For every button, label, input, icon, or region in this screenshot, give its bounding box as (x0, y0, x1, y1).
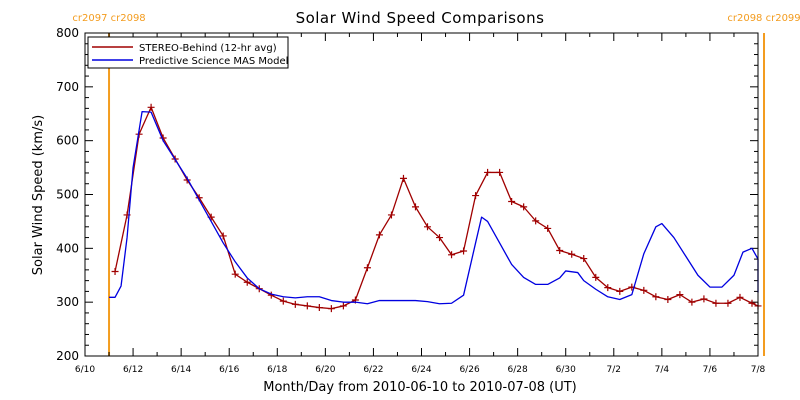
y-tick-label: 600 (56, 134, 79, 148)
carrington-markers: cr2097 cr2098 cr2098 cr2099 (72, 13, 800, 356)
y-axis-ticks: 200 300 400 500 600 700 800 (56, 26, 758, 363)
data-point-marker (219, 232, 227, 240)
data-point-marker (580, 255, 588, 263)
y-tick-label: 800 (56, 26, 79, 40)
data-point-marker (640, 286, 648, 294)
data-point-marker (147, 103, 155, 111)
data-point-marker (327, 305, 335, 313)
data-point-marker (484, 168, 492, 176)
data-point-marker (652, 293, 660, 301)
data-point-marker (363, 264, 371, 272)
data-point-marker (676, 291, 684, 299)
x-tick-label: 6/24 (411, 365, 431, 375)
y-tick-label: 300 (56, 295, 79, 309)
x-tick-label: 7/8 (751, 365, 766, 375)
data-point-marker (291, 300, 299, 308)
data-point-marker (616, 287, 624, 295)
x-tick-label: 6/10 (75, 365, 95, 375)
series-stereo-behind (111, 103, 762, 313)
data-point-marker (508, 197, 516, 205)
x-tick-label: 6/28 (508, 365, 528, 375)
y-tick-label: 500 (56, 188, 79, 202)
data-point-marker (231, 270, 239, 278)
data-point-marker (339, 302, 347, 310)
data-point-marker (592, 273, 600, 281)
data-point-marker (712, 299, 720, 307)
x-tick-label: 6/20 (315, 365, 335, 375)
data-point-marker (243, 278, 251, 286)
legend-box (87, 36, 289, 69)
series-line (109, 110, 759, 305)
series-layer (109, 103, 762, 313)
legend-label-mas: Predictive Science MAS Model (139, 56, 288, 67)
series-mas-model (109, 110, 759, 305)
x-tick-label: 6/14 (171, 365, 191, 375)
y-tick-label: 700 (56, 80, 79, 94)
data-point-marker (279, 297, 287, 305)
chart-title: Solar Wind Speed Comparisons (296, 9, 545, 27)
data-point-marker (520, 203, 528, 211)
x-tick-label: 6/16 (219, 365, 239, 375)
x-tick-label: 6/26 (459, 365, 479, 375)
data-point-marker (532, 217, 540, 225)
data-point-marker (424, 223, 432, 231)
x-tick-label: 7/6 (703, 365, 718, 375)
legend-label-stereo: STEREO-Behind (12-hr avg) (139, 43, 277, 54)
x-tick-label: 6/12 (123, 365, 143, 375)
data-point-marker (375, 231, 383, 239)
x-tick-label: 7/4 (655, 365, 670, 375)
y-tick-label: 400 (56, 241, 79, 255)
data-point-marker (111, 267, 119, 275)
data-point-marker (496, 168, 504, 176)
x-axis-ticks: 6/10 6/12 6/14 6/16 6/18 6/20 6/22 6/24 6/26 6/28… (75, 33, 766, 375)
data-point-marker (688, 298, 696, 306)
data-point-marker (387, 211, 395, 219)
x-tick-label: 7/2 (607, 365, 621, 375)
legend: STEREO-Behind (12-hr avg) Predictive Sci… (87, 36, 289, 69)
data-point-marker (724, 299, 732, 307)
series-line (114, 106, 759, 310)
data-point-marker (315, 304, 323, 312)
data-point-marker (303, 302, 311, 310)
data-point-marker (448, 251, 456, 259)
data-point-marker (436, 234, 444, 242)
carrington-marker-label: cr2098 cr2099 (727, 13, 800, 24)
data-point-marker (472, 192, 480, 200)
data-point-marker (399, 174, 407, 182)
data-point-marker (411, 203, 419, 211)
x-axis-label: Month/Day from 2010-06-10 to 2010-07-08 … (263, 380, 576, 395)
carrington-marker-label: cr2097 cr2098 (72, 13, 145, 24)
data-point-marker (700, 295, 708, 303)
x-tick-label: 6/22 (363, 365, 383, 375)
y-axis-label: Solar Wind Speed (km/s) (31, 115, 46, 275)
data-point-marker (544, 224, 552, 232)
data-point-marker (736, 293, 744, 301)
data-point-marker (568, 250, 576, 258)
data-point-marker (604, 284, 612, 292)
x-tick-label: 6/18 (267, 365, 287, 375)
data-point-marker (556, 246, 564, 254)
y-tick-label: 200 (56, 349, 79, 363)
data-point-marker (664, 295, 672, 303)
x-tick-label: 6/30 (556, 365, 576, 375)
data-point-marker (460, 247, 468, 255)
data-point-marker (748, 299, 756, 307)
plot-frame (84, 32, 759, 357)
